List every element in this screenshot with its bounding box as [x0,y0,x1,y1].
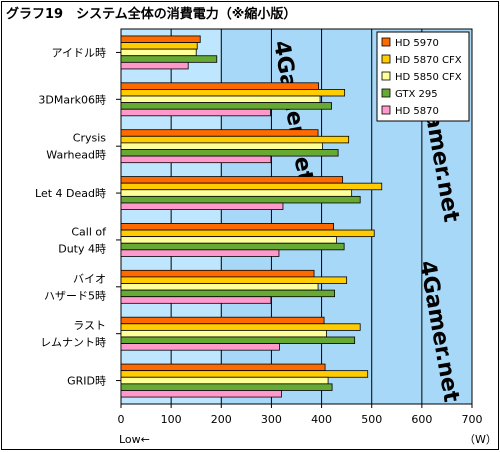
bar [120,55,218,63]
x-tick-label: 400 [311,413,332,426]
legend-swatch [381,88,391,98]
bar [120,61,189,70]
bar [120,323,361,331]
bar [120,182,383,191]
category-label: GRID時 [67,375,106,388]
bar [120,242,345,251]
bar [120,108,271,117]
category-label: ハザード5時 [44,289,106,302]
x-tick-label: 300 [261,413,282,426]
bar [120,376,329,385]
bar [120,89,346,97]
bar [120,155,272,164]
category-label: アイドル時 [52,46,106,59]
category-label: Crysis [73,132,107,145]
x-axis-unit-label: （W） [464,433,497,446]
bar [120,142,323,150]
bar [120,336,356,344]
legend-swatch [381,37,391,47]
legend-label: GTX 295 [395,89,438,100]
category-label: バイオ [73,272,106,285]
legend-label: HD 5970 [395,38,439,49]
legend-box [376,31,470,122]
x-tick-label: 200 [211,413,232,426]
bar [120,343,280,351]
bar [120,370,369,378]
bar [120,129,319,137]
bar [120,316,325,325]
bar [120,383,333,391]
bar [120,223,335,231]
chart-title: グラフ19 システム全体の消費電力（※縮小版） [6,6,296,22]
x-tick-label: 0 [118,413,125,426]
bar [120,229,375,238]
bar [120,82,319,90]
bar [120,202,284,210]
x-tick-label: 500 [361,413,382,426]
bar [120,48,197,57]
bar [120,176,344,184]
bar [120,95,321,104]
category-label: Let 4 Dead時 [35,187,106,200]
bar [120,236,338,244]
bar [120,269,315,278]
bar [120,276,348,284]
bars-group [120,35,383,398]
legend-swatch [381,54,391,64]
plot-border [120,28,473,405]
legend-label: HD 5870 CFX [395,55,462,66]
x-axis-ticks: 0 100 200 300 400 500 600 700 [118,404,483,426]
x-axis-low-label: Low← [119,433,150,446]
category-label: レムナント時 [40,336,106,349]
bar [120,35,201,43]
bar [120,42,198,50]
bar [120,189,353,197]
legend-swatch [381,105,391,115]
bar [120,363,326,372]
bar [120,329,327,338]
category-label: 3DMark06時 [38,93,106,106]
x-tick-label: 100 [161,413,182,426]
category-label: Duty 4時 [58,242,106,255]
bar [120,135,350,144]
bar [120,149,339,157]
bar [120,195,361,204]
bar [120,296,272,304]
category-label: Call of [71,225,107,238]
bar [120,102,333,110]
bar [120,289,336,298]
legend-label: HD 5870 [395,106,439,117]
category-label: Warhead時 [46,149,106,162]
category-labels: アイドル時 3DMark06時 Crysis Warhead時 Let 4 Dead時 C… [35,46,121,388]
bar [120,283,319,291]
category-label: ラスト [73,319,106,332]
x-tick-label: 700 [462,413,483,426]
legend: HD 5970 HD 5870 CFX HD 5850 CFX GTX 295 HD 5… [376,31,470,122]
legend-swatch [381,71,391,81]
bar [120,390,282,398]
x-tick-label: 600 [411,413,432,426]
bar [120,249,280,257]
legend-label: HD 5850 CFX [395,72,462,83]
